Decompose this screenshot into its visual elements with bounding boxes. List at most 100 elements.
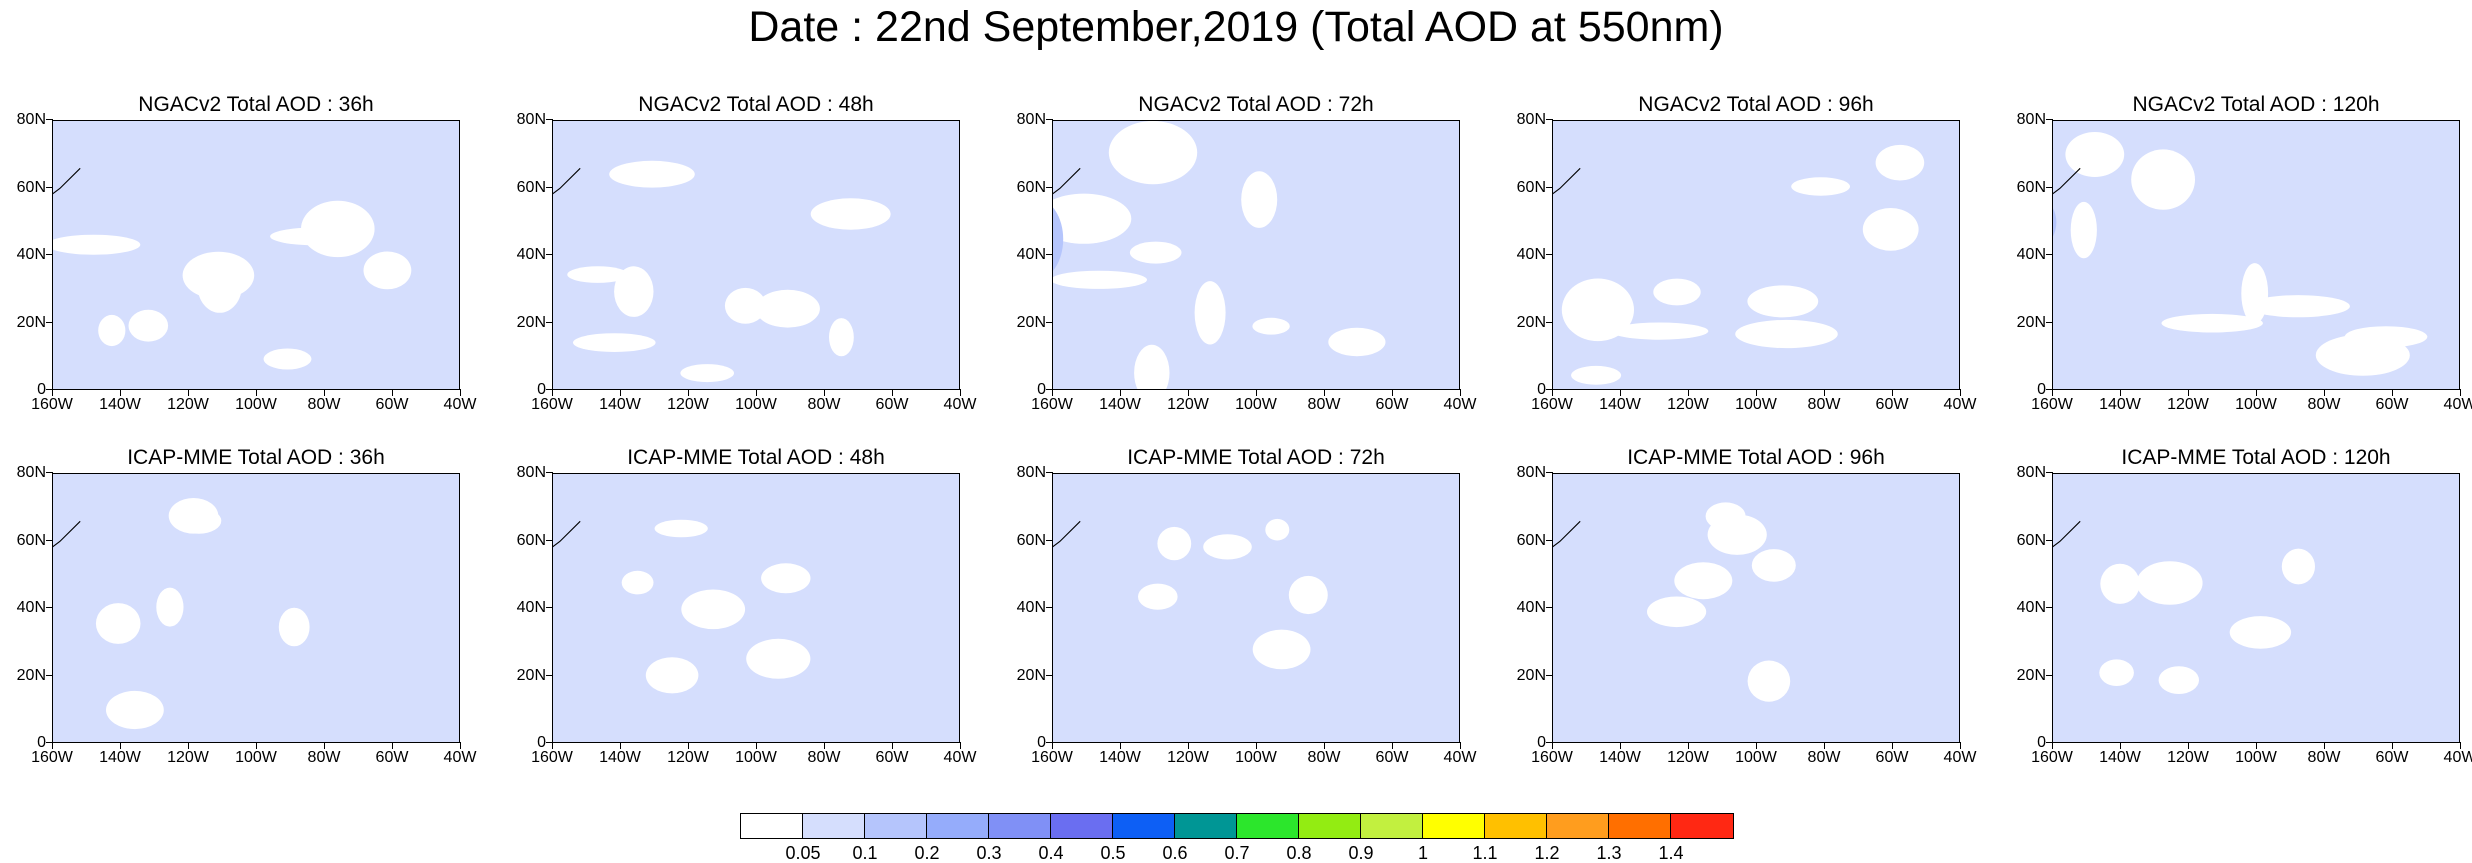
lat-tick-label: 80N [0,464,53,482]
lat-tick-label: 40N [1500,599,1553,617]
aod-map [1052,473,1460,743]
colorbar-swatch [989,814,1051,838]
low-aod-patch [182,251,255,300]
aod-map [552,120,960,390]
lon-tick-label: 100W [226,742,286,767]
low-aod-patch [573,333,656,352]
colorbar-label: 1.1 [1472,843,1498,863]
lon-tick-label: 140W [590,389,650,414]
map-panel: ICAP-MME Total AOD : 96h 80N 60N 40N 20N 0 160… [1500,445,2000,795]
lon-tick-label: 40W [930,389,990,414]
lat-tick-label: 40N [500,246,553,264]
panel-title: NGACv2 Total AOD : 36h [138,93,374,116]
aod-background [2053,474,2459,742]
low-aod-patch [1875,144,1925,181]
low-aod-patch [1862,208,1919,251]
aod-background [1553,474,1959,742]
low-aod-patch [1053,193,1132,244]
lon-tick-label: 120W [2158,389,2218,414]
low-aod-patch [724,287,766,324]
colorbar-label: 1.3 [1596,843,1622,863]
low-aod-patch [1561,278,1634,342]
lon-tick-label: 80W [2294,742,2354,767]
lon-tick-label: 140W [90,389,150,414]
lon-tick-label: 100W [226,389,286,414]
low-aod-patch [2241,263,2269,324]
lon-tick-label: 100W [726,389,786,414]
aod-background [1053,474,1459,742]
lon-tick-label: 40W [430,389,490,414]
low-aod-patch [2144,149,2187,208]
lat-tick-label: 20N [1000,314,1053,332]
lon-tick-label: 160W [2022,742,2082,767]
lat-tick-label: 0 [1500,734,1553,752]
low-aod-patch [1791,177,1850,196]
low-aod-patch [2344,326,2428,348]
lon-tick-label: 100W [1226,742,1286,767]
colorbar-swatch [1361,814,1423,838]
lon-tick-label: 40W [430,742,490,767]
lat-tick-label: 60N [0,179,53,197]
lon-tick-label: 120W [2158,742,2218,767]
lon-tick-label: 120W [158,389,218,414]
lon-tick-label: 80W [294,389,354,414]
lon-tick-label: 100W [1726,389,1786,414]
aod-map [552,473,960,743]
lon-tick-label: 160W [2022,389,2082,414]
panel-title: NGACv2 Total AOD : 48h [638,93,874,116]
low-aod-patch [278,607,310,647]
lat-tick-label: 80N [2000,464,2053,482]
lon-tick-label: 60W [1362,742,1422,767]
low-aod-patch [1747,285,1819,318]
lat-tick-label: 40N [0,246,53,264]
lat-tick-label: 80N [500,111,553,129]
low-aod-patch [680,364,734,383]
low-aod-patch [95,603,141,644]
low-aod-patch [1735,319,1838,349]
lat-tick-label: 20N [0,667,53,685]
low-aod-patch [755,289,820,328]
lon-tick-label: 60W [2362,742,2422,767]
lon-tick-label: 100W [2226,389,2286,414]
colorbar-label: 0.05 [785,843,821,863]
panel-title: NGACv2 Total AOD : 120h [2132,93,2380,116]
map-panel: NGACv2 Total AOD : 36h 80N 60N 40N 20N 0 160W 1… [0,92,500,442]
lon-tick-label: 40W [2430,389,2472,414]
low-aod-patch [1328,327,1386,357]
low-aod-patch [1138,583,1178,610]
low-aod-patch [1265,518,1290,541]
lon-tick-label: 40W [1430,742,1490,767]
lon-tick-label: 40W [1930,389,1990,414]
colorbar-swatch [741,814,803,838]
low-aod-patch [609,160,695,188]
lat-tick-label: 20N [2000,667,2053,685]
low-aod-patch [1647,596,1707,628]
map-panel: ICAP-MME Total AOD : 48h 80N 60N 40N 20N 0 160… [500,445,1000,795]
low-aod-patch [1252,629,1311,670]
lat-tick-label: 80N [0,111,53,129]
lon-tick-label: 160W [1522,389,1582,414]
low-aod-patch [2070,201,2097,259]
colorbar-label: 0.1 [852,843,878,863]
low-aod-patch [2161,313,2263,333]
low-aod-patch [2281,548,2315,585]
low-aod-patch [567,266,629,283]
lat-tick-label: 0 [2000,734,2053,752]
lon-tick-label: 140W [1090,389,1150,414]
low-aod-patch [2099,659,2134,686]
colorbar-label: 0.2 [914,843,940,863]
aod-field [53,121,459,389]
lat-tick-label: 80N [1500,111,1553,129]
lat-tick-label: 0 [500,381,553,399]
lat-tick-label: 20N [500,314,553,332]
lat-tick-label: 40N [2000,246,2053,264]
lon-tick-label: 40W [1930,742,1990,767]
panel-title: NGACv2 Total AOD : 96h [1638,93,1874,116]
colorbar-swatch [1609,814,1671,838]
lon-tick-label: 80W [1794,389,1854,414]
lon-tick-label: 60W [862,742,922,767]
low-aod-patch [1288,575,1328,615]
low-aod-patch [1194,281,1226,345]
aod-map [1052,120,1460,390]
colorbar-swatch [1423,814,1485,838]
